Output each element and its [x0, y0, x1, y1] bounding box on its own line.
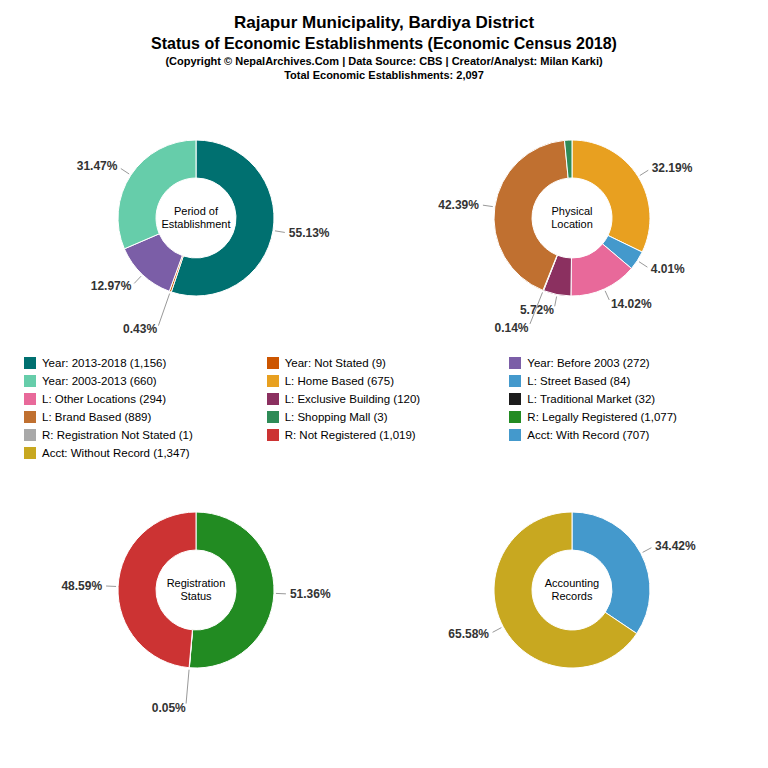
html-text:Period of Establishment: Period of Establishment: [161, 205, 231, 230]
svg-text:32.19%: 32.19%: [652, 161, 693, 175]
html-text:L: Home Based (675): L: Home Based (675): [284, 375, 394, 387]
html-text:Physical Location: Physical Location: [551, 205, 593, 230]
html-text:Acct: Without Record (1,347): Acct: Without Record (1,347): [42, 447, 190, 459]
html-text:L: Other Locations (294): L: Other Locations (294): [42, 393, 166, 405]
svg-text:5.72%: 5.72%: [519, 303, 554, 318]
svg-text:48.59%: 48.59%: [61, 579, 102, 593]
svg-text:14.02%: 14.02%: [611, 297, 652, 311]
svg-text:42.39%: 42.39%: [438, 198, 479, 212]
html-text:L: Exclusive Building (120): L: Exclusive Building (120): [284, 393, 421, 405]
html-text:R: Registration Not Stated (1): R: Registration Not Stated (1): [42, 429, 193, 441]
svg-text:34.42%: 34.42%: [655, 539, 696, 553]
html-text:Rajapur Municipality, Bardiya: Rajapur Municipality, Bardiya District: [234, 13, 534, 32]
html-text:(Copyright © NepalArchives.Com: (Copyright © NepalArchives.Com | Data So…: [165, 55, 603, 67]
svg-text:51.36%: 51.36%: [290, 587, 331, 601]
html-text:Registration Status: Registration Status: [166, 577, 226, 602]
svg-text:65.58%: 65.58%: [448, 627, 489, 641]
html-text:Total Economic Establishments:: Total Economic Establishments: 2,097: [284, 69, 484, 81]
svg-text:12.97%: 12.97%: [91, 279, 132, 293]
svg-text:31.47%: 31.47%: [77, 159, 118, 173]
html-text:R: Not Registered (1,019): R: Not Registered (1,019): [284, 429, 416, 441]
html-text:Year: 2013-2018 (1,156): Year: 2013-2018 (1,156): [42, 357, 167, 369]
html-text:L: Brand Based (889): L: Brand Based (889): [42, 411, 152, 423]
svg-text:0.14%: 0.14%: [494, 321, 528, 335]
html-text:R: Legally Registered (1,077): R: Legally Registered (1,077): [527, 411, 677, 423]
html-text:Year: Not Stated (9): Year: Not Stated (9): [284, 357, 386, 369]
html-text:L: Street Based (84): L: Street Based (84): [527, 375, 631, 387]
html-text:Accounting Records: Accounting Records: [544, 577, 600, 602]
svg-text:0.05%: 0.05%: [152, 701, 186, 715]
svg-text:4.01%: 4.01%: [651, 262, 685, 276]
svg-text:0.43%: 0.43%: [123, 322, 157, 336]
svg-text:55.13%: 55.13%: [289, 226, 330, 240]
html-text:Year: 2003-2013 (660): Year: 2003-2013 (660): [42, 375, 157, 387]
html-text:Year: Before 2003 (272): Year: Before 2003 (272): [527, 357, 650, 369]
html-text:L: Shopping Mall (3): L: Shopping Mall (3): [284, 411, 388, 423]
html-text:Acct: With Record (707): Acct: With Record (707): [527, 429, 650, 441]
html-text:Status of Economic Establishme: Status of Economic Establishments (Econo…: [151, 35, 617, 52]
html-text:L: Traditional Market (32): L: Traditional Market (32): [527, 393, 656, 405]
